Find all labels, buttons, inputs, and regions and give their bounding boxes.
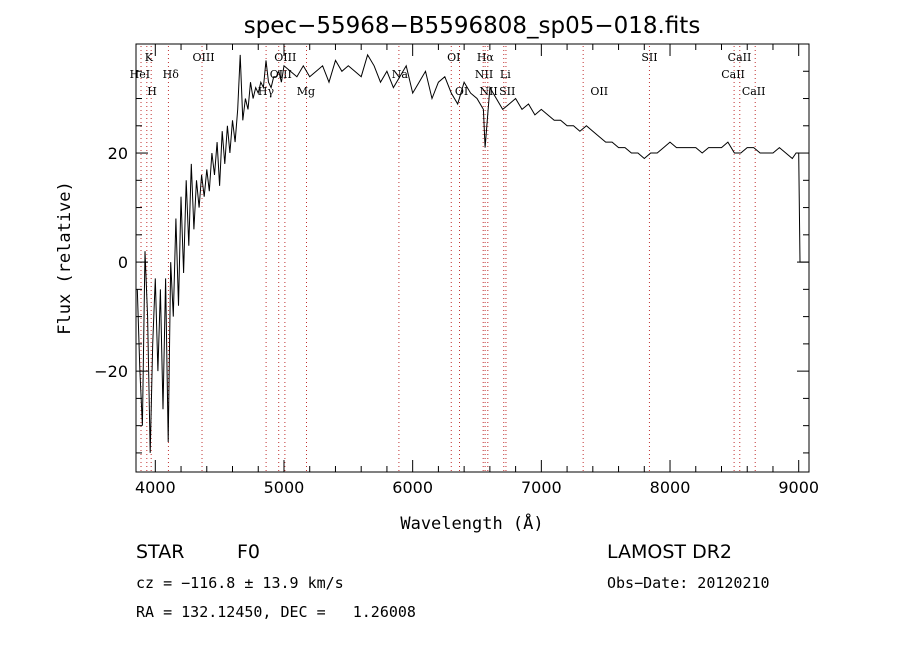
chart-title: spec−55968−B5596808_sp05−018.fits: [244, 13, 701, 39]
x-tick-label: 9000: [778, 478, 819, 497]
x-tick-label: 6000: [392, 478, 433, 497]
object-class: STAR: [136, 541, 185, 563]
line-label-1: HeI: [130, 68, 150, 81]
survey-name: LAMOST DR2: [607, 541, 732, 563]
line-label-5: Hγ: [258, 85, 275, 98]
line-label-17: OII: [590, 85, 608, 98]
line-label-2: H: [147, 85, 157, 98]
line-label-16: SII: [499, 85, 515, 98]
line-label-14: NII: [479, 85, 497, 98]
axis-ticks: 4000 5000 6000 7000 8000 9000 −20 0 20: [94, 44, 819, 497]
line-label-6: OIII: [270, 68, 292, 81]
line-label-0: K: [145, 51, 154, 64]
line-label-3: Hδ: [163, 68, 180, 81]
x-tick-label: 8000: [650, 478, 691, 497]
emission-line-markers: KHeIHHδOIIIHγOIIIOIIIMgNaOIOIHαNIINIILiS…: [130, 46, 766, 472]
x-axis-label: Wavelength (Å): [400, 512, 543, 534]
observation-date: Obs−Date: 20120210: [607, 574, 770, 592]
x-tick-label: 4000: [135, 478, 176, 497]
y-tick-label: −20: [94, 362, 128, 381]
plot-frame: [135, 43, 810, 473]
y-axis-label: Flux (relative): [55, 181, 75, 335]
line-label-21: CaII: [742, 85, 766, 98]
line-label-18: SII: [641, 51, 657, 64]
object-subclass: F0: [237, 541, 261, 563]
line-label-12: Hα: [477, 51, 495, 64]
x-tick-label: 5000: [264, 478, 305, 497]
line-label-20: CaII: [728, 51, 752, 64]
redshift-velocity: cz = −116.8 ± 13.9 km/s: [136, 574, 344, 592]
line-label-4: OIII: [193, 51, 215, 64]
line-label-7: OIII: [274, 51, 296, 64]
y-tick-label: 20: [108, 144, 128, 163]
line-label-9: Na: [392, 68, 409, 81]
line-label-19: CaII: [721, 68, 745, 81]
line-label-10: OI: [447, 51, 460, 64]
x-tick-label: 7000: [521, 478, 562, 497]
sky-coordinates: RA = 132.12450, DEC = 1.26008: [136, 603, 416, 621]
y-tick-label: 0: [118, 253, 128, 272]
line-label-8: Mg: [297, 85, 315, 98]
line-label-13: NII: [475, 68, 493, 81]
spectrum-series-line: [136, 53, 809, 453]
